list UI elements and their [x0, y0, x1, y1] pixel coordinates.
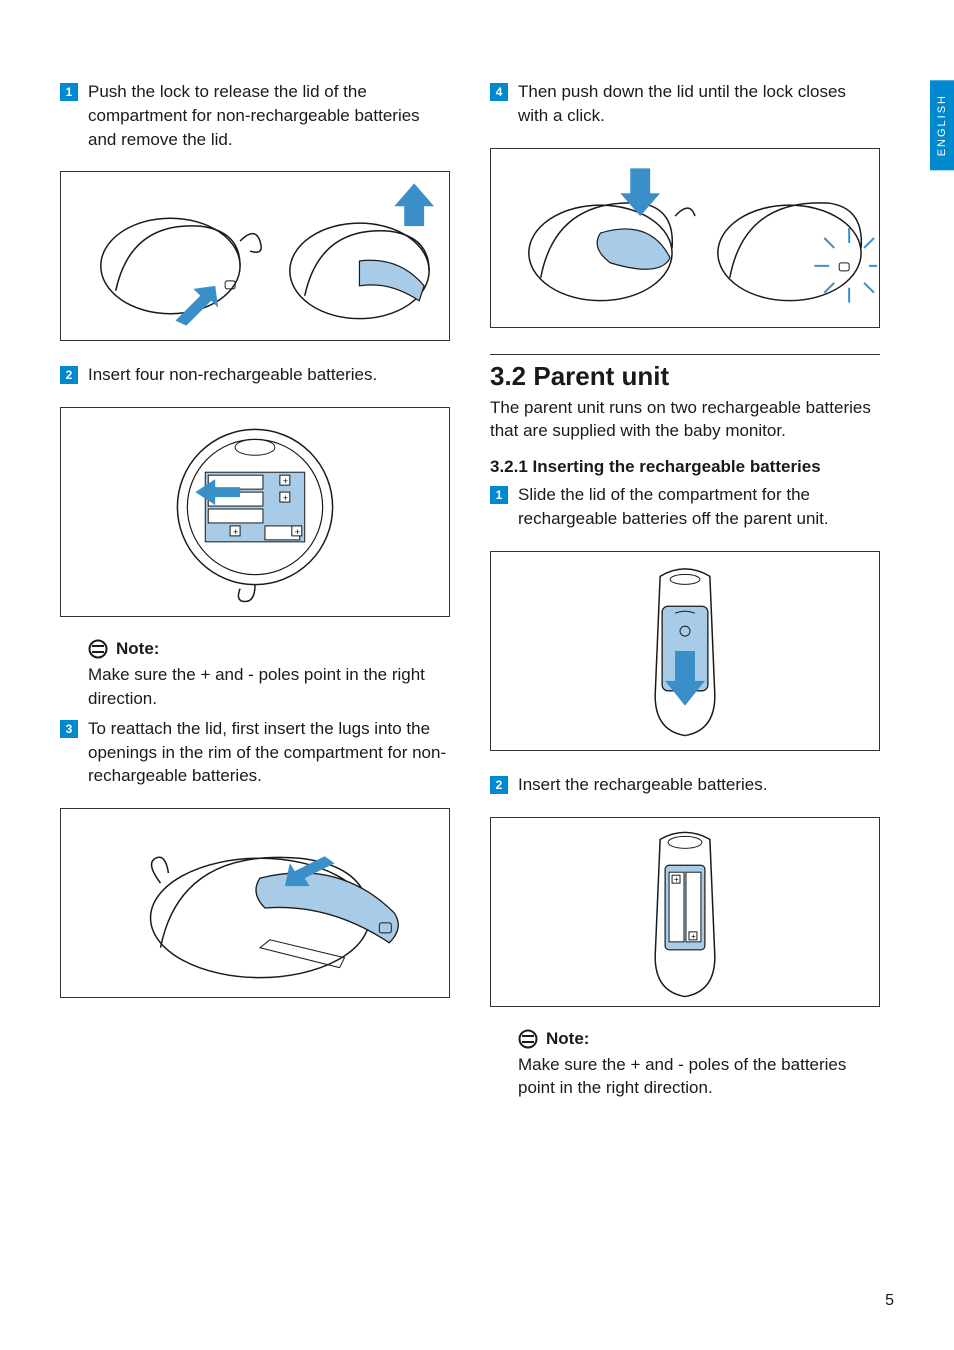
step-2: 2 Insert four non-rechargeable batteries…: [60, 363, 450, 387]
note-label: Note:: [546, 1029, 589, 1049]
note-label: Note:: [116, 639, 159, 659]
page-content: 1 Push the lock to release the lid of th…: [0, 0, 954, 1146]
figure-close-lid: [490, 148, 880, 328]
note-icon: [518, 1029, 538, 1049]
step-4: 4 Then push down the lid until the lock …: [490, 80, 880, 128]
step-1-parent: 1 Slide the lid of the compartment for t…: [490, 483, 880, 531]
note: Note:: [88, 639, 450, 659]
svg-text:+: +: [233, 527, 238, 537]
left-column: 1 Push the lock to release the lid of th…: [60, 80, 450, 1106]
section-body: The parent unit runs on two rechargeable…: [490, 396, 880, 444]
step-number: 1: [60, 83, 78, 101]
step-2-parent: 2 Insert the rechargeable batteries.: [490, 773, 880, 797]
figure-slide-lid-parent: [490, 551, 880, 751]
subsection-heading: 3.2.1 Inserting the rechargeable batteri…: [490, 457, 880, 477]
figure-reattach-lid: [60, 808, 450, 998]
step-number: 4: [490, 83, 508, 101]
figure-insert-batteries: + + + +: [60, 407, 450, 617]
svg-text:+: +: [295, 527, 300, 537]
note: Note:: [518, 1029, 880, 1049]
step-text: Insert the rechargeable batteries.: [518, 773, 767, 797]
svg-text:+: +: [674, 875, 679, 884]
figure-release-lid: [60, 171, 450, 341]
section-divider: [490, 354, 880, 355]
language-tab: ENGLISH: [930, 80, 954, 170]
step-text: Slide the lid of the compartment for the…: [518, 483, 880, 531]
step-3: 3 To reattach the lid, first insert the …: [60, 717, 450, 788]
step-text: Insert four non-rechargeable batteries.: [88, 363, 377, 387]
right-column: 4 Then push down the lid until the lock …: [490, 80, 880, 1106]
step-number: 1: [490, 486, 508, 504]
note-text: Make sure the + and - poles of the batte…: [518, 1053, 880, 1101]
step-text: Then push down the lid until the lock cl…: [518, 80, 880, 128]
step-number: 2: [490, 776, 508, 794]
note-text: Make sure the + and - poles point in the…: [88, 663, 450, 711]
section-heading: 3.2 Parent unit: [490, 361, 880, 392]
step-text: Push the lock to release the lid of the …: [88, 80, 450, 151]
page-number: 5: [885, 1292, 894, 1310]
svg-text:+: +: [283, 493, 288, 503]
svg-text:+: +: [283, 476, 288, 486]
step-number: 3: [60, 720, 78, 738]
svg-text:+: +: [691, 931, 696, 940]
step-text: To reattach the lid, first insert the lu…: [88, 717, 450, 788]
step-number: 2: [60, 366, 78, 384]
step-1: 1 Push the lock to release the lid of th…: [60, 80, 450, 151]
note-icon: [88, 639, 108, 659]
figure-insert-batteries-parent: + +: [490, 817, 880, 1007]
